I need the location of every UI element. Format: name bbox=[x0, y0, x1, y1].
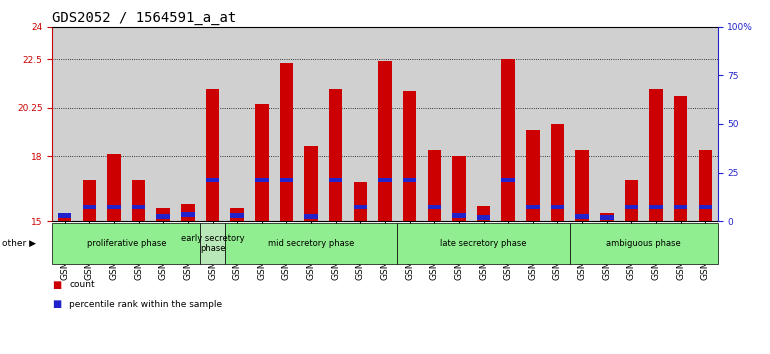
Bar bbox=[353, 182, 367, 221]
Bar bbox=[132, 180, 146, 221]
Bar bbox=[107, 205, 121, 209]
Text: late secretory phase: late secretory phase bbox=[440, 239, 527, 248]
Text: percentile rank within the sample: percentile rank within the sample bbox=[69, 300, 223, 309]
Bar bbox=[600, 213, 614, 221]
Bar bbox=[403, 91, 417, 221]
Bar bbox=[353, 205, 367, 209]
Text: early secretory
phase: early secretory phase bbox=[181, 234, 244, 253]
Bar bbox=[329, 89, 343, 221]
Bar bbox=[452, 156, 466, 221]
Bar bbox=[551, 124, 564, 221]
Bar bbox=[206, 89, 219, 221]
Bar bbox=[526, 205, 540, 209]
Bar bbox=[181, 204, 195, 221]
Bar bbox=[427, 150, 441, 221]
Bar bbox=[206, 178, 219, 182]
Bar bbox=[403, 178, 417, 182]
Bar bbox=[82, 180, 96, 221]
Bar bbox=[304, 214, 318, 219]
Bar bbox=[156, 214, 170, 219]
Bar bbox=[698, 205, 712, 209]
Bar bbox=[551, 205, 564, 209]
Bar bbox=[329, 178, 343, 182]
Bar bbox=[477, 215, 490, 220]
Bar bbox=[378, 61, 392, 221]
Text: other ▶: other ▶ bbox=[2, 239, 35, 248]
Bar bbox=[674, 96, 688, 221]
Bar bbox=[575, 150, 589, 221]
Bar bbox=[230, 213, 244, 218]
Bar bbox=[82, 205, 96, 209]
Bar bbox=[575, 214, 589, 219]
Bar bbox=[255, 178, 269, 182]
Bar bbox=[698, 150, 712, 221]
Text: ■: ■ bbox=[52, 280, 62, 290]
Bar bbox=[624, 180, 638, 221]
Bar bbox=[107, 154, 121, 221]
Text: proliferative phase: proliferative phase bbox=[86, 239, 166, 248]
Bar bbox=[649, 205, 663, 209]
Bar bbox=[58, 213, 72, 218]
Bar bbox=[649, 89, 663, 221]
Bar bbox=[674, 205, 688, 209]
Bar bbox=[280, 178, 293, 182]
Bar bbox=[58, 215, 72, 221]
Text: GDS2052 / 1564591_a_at: GDS2052 / 1564591_a_at bbox=[52, 11, 236, 25]
Bar bbox=[600, 215, 614, 220]
Bar bbox=[280, 63, 293, 221]
Bar bbox=[378, 178, 392, 182]
Bar bbox=[501, 59, 515, 221]
Bar bbox=[526, 130, 540, 221]
Bar bbox=[156, 208, 170, 221]
Text: count: count bbox=[69, 280, 95, 290]
Bar bbox=[230, 208, 244, 221]
Bar bbox=[501, 178, 515, 182]
Bar bbox=[452, 213, 466, 218]
Bar bbox=[181, 212, 195, 217]
Text: ■: ■ bbox=[52, 299, 62, 309]
Text: mid secretory phase: mid secretory phase bbox=[268, 239, 354, 248]
Bar bbox=[477, 206, 490, 221]
Bar bbox=[304, 145, 318, 221]
Bar bbox=[132, 205, 146, 209]
Bar bbox=[255, 104, 269, 221]
Text: ambiguous phase: ambiguous phase bbox=[606, 239, 681, 248]
Bar bbox=[427, 205, 441, 209]
Bar bbox=[624, 205, 638, 209]
